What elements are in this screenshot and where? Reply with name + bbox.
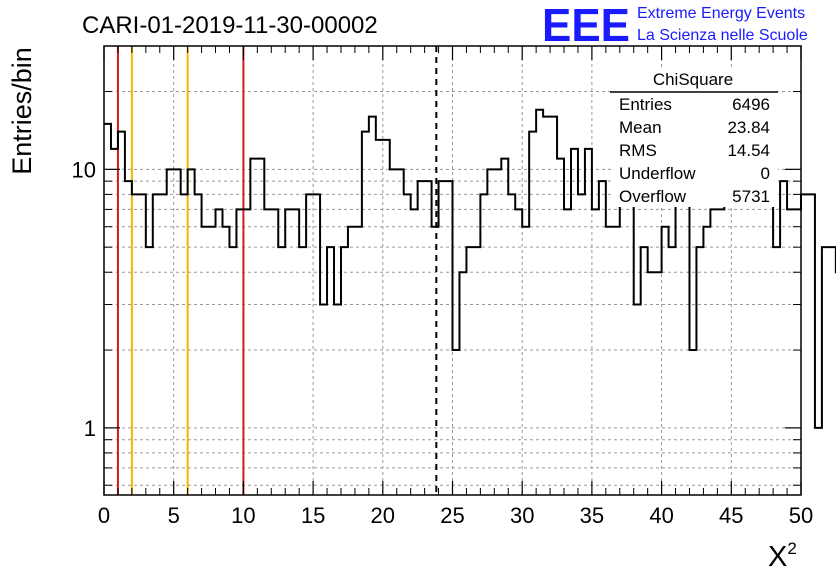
x-tick-label: 35	[580, 503, 604, 528]
stats-title: ChiSquare	[653, 70, 733, 89]
x-tick-label: 40	[649, 503, 673, 528]
stats-box: ChiSquare Entries 6496 Mean 23.84 RMS 14.54 Un…	[610, 67, 778, 207]
y-tick-label: 10	[72, 157, 96, 182]
x-axis-label-base: X	[768, 541, 787, 572]
chart-title: CARI-01-2019-11-30-00002	[82, 12, 378, 39]
x-tick-label: 25	[440, 503, 464, 528]
stats-value: 5731	[732, 187, 770, 206]
x-tick-label: 0	[98, 503, 110, 528]
y-tick-label: 1	[84, 416, 96, 441]
stats-value: 14.54	[727, 141, 770, 160]
x-tick-label: 5	[168, 503, 180, 528]
stats-value: 23.84	[727, 118, 770, 137]
x-axis-label-superscript: 2	[787, 539, 796, 558]
x-tick-label: 20	[371, 503, 395, 528]
reference-lines	[116, 46, 438, 495]
eee-logo: EEE Extreme Energy Events La Scienza nel…	[542, 0, 808, 51]
logo-line-1: Extreme Energy Events	[637, 5, 805, 22]
stats-value: 0	[761, 164, 770, 183]
x-tick-label: 45	[719, 503, 743, 528]
stats-label: Mean	[619, 118, 662, 137]
y-axis-label: Entries/bin	[7, 47, 37, 175]
histogram-series	[104, 108, 836, 429]
stats-label: Entries	[619, 95, 672, 114]
stats-value: 6496	[732, 95, 770, 114]
logo-eee-text: EEE	[542, 0, 630, 51]
axes: 0 5 10 15 20 25 30 35 40 45 50 1 10	[72, 45, 813, 528]
stats-label: RMS	[619, 141, 657, 160]
x-axis-label: X2	[768, 539, 797, 572]
x-tick-label: 50	[789, 503, 813, 528]
x-tick-label: 10	[231, 503, 255, 528]
x-tick-label: 30	[510, 503, 534, 528]
stats-rows: Entries 6496 Mean 23.84 RMS 14.54 Underflow 0 Ov…	[619, 95, 770, 206]
logo-line-2: La Scienza nelle Scuole	[637, 27, 808, 44]
stats-label: Underflow	[619, 164, 696, 183]
x-tick-label: 15	[301, 503, 325, 528]
stats-box-background	[612, 67, 778, 207]
stats-label: Overflow	[619, 187, 687, 206]
